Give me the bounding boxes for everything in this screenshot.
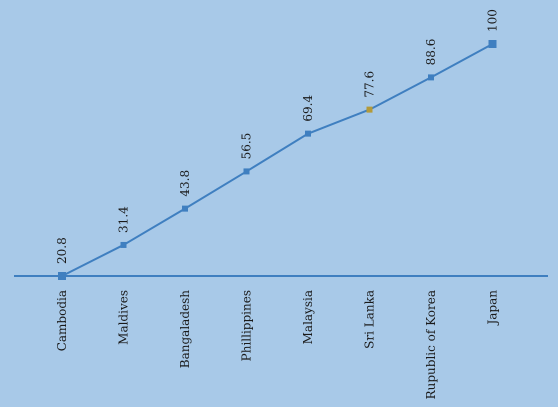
marker-malaysia (305, 130, 311, 137)
data-label-sri-lanka: 77.6 (363, 71, 377, 98)
data-label-phillippines: 56.5 (240, 133, 254, 160)
markers-group (58, 40, 497, 280)
x-tick-label-bangaladesh: Bangaladesh (178, 290, 192, 368)
series-line (61, 43, 493, 277)
data-label-rupublic-of-korea: 88.6 (424, 39, 438, 66)
marker-maldives (120, 241, 127, 248)
data-label-japan: 100 (486, 9, 500, 32)
marker-cambodia (58, 272, 66, 280)
x-tick-label-phillippines: Phillippines (240, 290, 254, 361)
data-label-maldives: 31.4 (117, 206, 131, 233)
x-tick-label-japan: Japan (486, 290, 500, 327)
x-tick-label-sri-lanka: Sri Lanka (363, 290, 377, 349)
x-tick-label-cambodia: Cambodia (55, 290, 69, 351)
marker-japan (488, 40, 497, 48)
x-tick-labels-group: Cambodia Maldives Bangaladesh Phillippines M… (55, 290, 500, 400)
data-labels-group: 20.8 31.4 43.8 56.5 69.4 77.6 88.6 100 (55, 9, 500, 264)
data-label-cambodia: 20.8 (55, 237, 69, 264)
x-tick-label-malaysia: Malaysia (301, 290, 315, 344)
marker-phillippines (243, 168, 250, 175)
x-tick-label-maldives: Maldives (117, 290, 131, 345)
x-tick-label-rupublic-of-korea: Rupublic of Korea (424, 290, 438, 399)
marker-rupublic-of-korea (428, 74, 434, 81)
data-label-malaysia: 69.4 (301, 95, 315, 122)
marker-sri-lanka (366, 106, 373, 113)
data-label-bangaladesh: 43.8 (178, 170, 192, 197)
marker-bangaladesh (182, 205, 188, 212)
